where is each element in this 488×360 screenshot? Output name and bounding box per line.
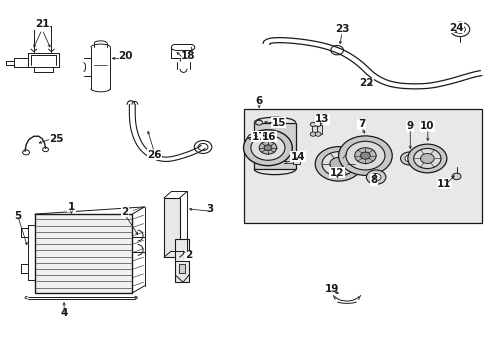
Bar (316, 125, 321, 134)
Text: 22: 22 (358, 78, 373, 88)
Text: 18: 18 (181, 51, 195, 61)
Bar (163, 198, 179, 257)
Text: 14: 14 (290, 152, 305, 162)
Circle shape (315, 122, 321, 127)
Circle shape (366, 170, 385, 184)
Circle shape (310, 122, 316, 127)
Text: 25: 25 (49, 134, 64, 144)
Circle shape (259, 141, 276, 154)
Text: 10: 10 (419, 121, 434, 131)
Text: 19: 19 (325, 284, 339, 294)
Bar (286, 161, 293, 163)
Circle shape (370, 174, 380, 181)
Circle shape (407, 144, 446, 173)
Text: 12: 12 (329, 168, 344, 178)
Circle shape (354, 148, 375, 163)
Text: 2: 2 (184, 250, 192, 260)
Circle shape (250, 135, 285, 160)
Text: 7: 7 (357, 120, 365, 129)
Text: 24: 24 (448, 23, 463, 33)
Circle shape (404, 155, 413, 162)
Bar (175, 239, 188, 282)
Text: 6: 6 (255, 96, 262, 106)
Text: 9: 9 (406, 121, 413, 131)
Circle shape (247, 134, 254, 139)
Bar (178, 264, 185, 273)
Text: 16: 16 (261, 132, 276, 142)
Circle shape (451, 173, 460, 180)
Circle shape (243, 130, 292, 166)
Circle shape (255, 120, 262, 125)
Text: 26: 26 (147, 150, 161, 160)
Text: 3: 3 (206, 204, 214, 214)
Text: 11: 11 (436, 179, 451, 189)
Text: 2: 2 (121, 207, 128, 217)
Text: 15: 15 (271, 118, 285, 128)
Circle shape (338, 136, 391, 175)
Bar (254, 123, 295, 169)
Text: 4: 4 (61, 308, 68, 318)
Circle shape (315, 132, 321, 136)
Text: 23: 23 (334, 24, 348, 35)
Circle shape (360, 152, 369, 159)
Text: 5: 5 (14, 211, 21, 221)
Text: 21: 21 (35, 19, 49, 29)
Text: 17: 17 (251, 132, 266, 142)
Bar (293, 160, 300, 164)
Text: 20: 20 (118, 51, 132, 61)
Circle shape (329, 157, 346, 170)
Circle shape (400, 152, 417, 165)
Circle shape (345, 141, 384, 170)
Circle shape (420, 153, 433, 163)
Polygon shape (244, 109, 482, 223)
Text: 8: 8 (369, 175, 377, 185)
Circle shape (264, 145, 271, 150)
Text: 1: 1 (68, 202, 75, 212)
Bar (311, 125, 316, 134)
Circle shape (413, 148, 440, 168)
Circle shape (322, 152, 354, 176)
Text: 13: 13 (315, 114, 329, 124)
Circle shape (315, 147, 361, 181)
Circle shape (310, 132, 316, 136)
Bar (35, 214, 132, 293)
